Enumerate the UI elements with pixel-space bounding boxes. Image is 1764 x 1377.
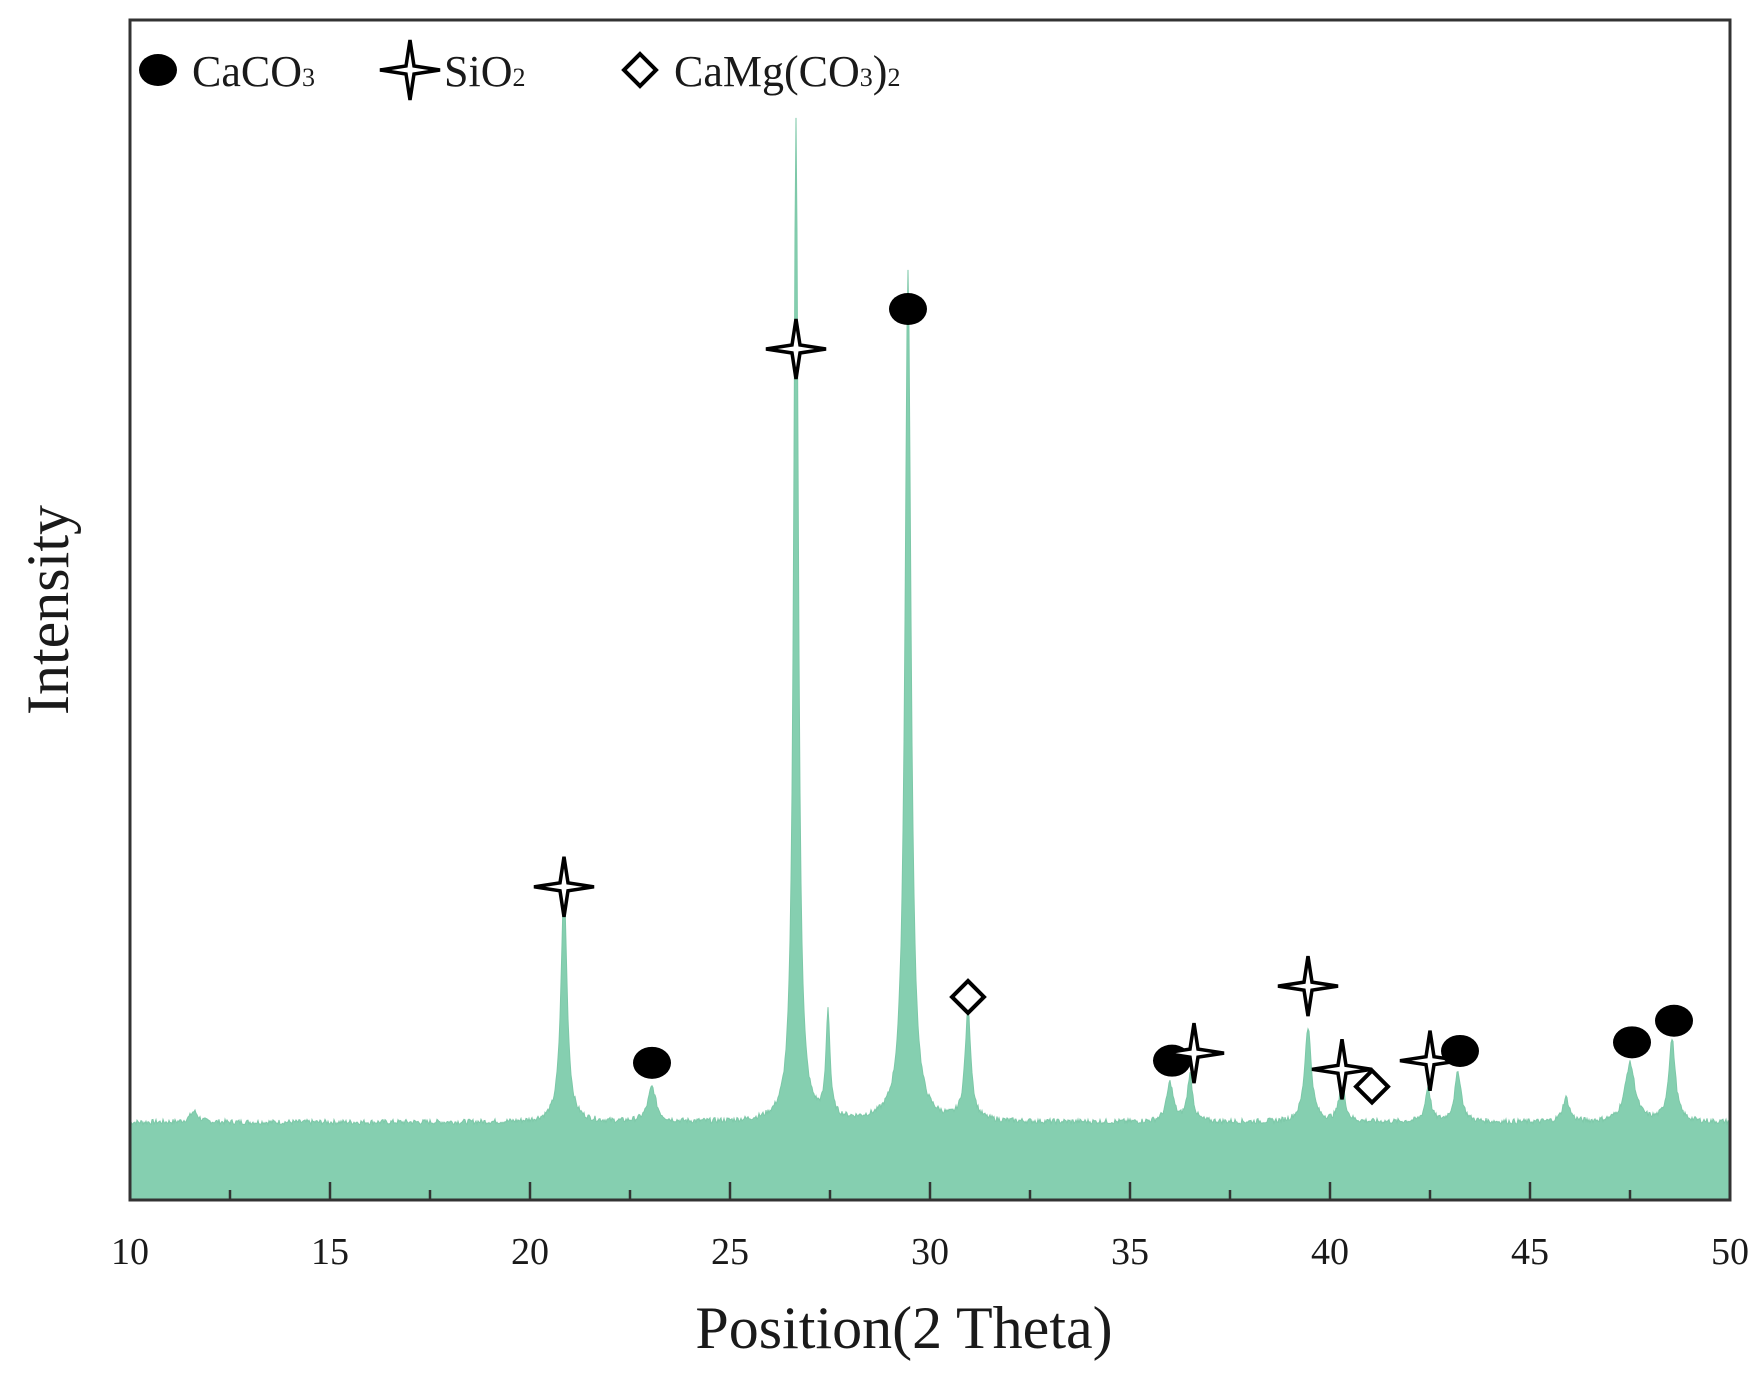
x-tick-label: 20: [511, 1231, 549, 1273]
legend-label: SiO2: [444, 47, 525, 96]
phase-annotation: [1441, 1034, 1479, 1067]
camgco3-marker: [1353, 1067, 1391, 1106]
sio2-marker: [1399, 1030, 1461, 1091]
x-tick-label: 45: [1511, 1231, 1549, 1273]
phase-annotation: [1613, 1026, 1651, 1059]
phase-annotation: [533, 856, 595, 918]
legend-item: CaMg(CO3)2: [621, 47, 900, 96]
phase-annotation: [1399, 1030, 1461, 1091]
sio2-marker: [1277, 955, 1339, 1017]
camgco3-marker: [949, 978, 987, 1016]
caco3-marker: [1441, 1034, 1479, 1067]
x-tick-label: 50: [1711, 1231, 1749, 1273]
phase-annotation: [889, 293, 927, 325]
x-tick-label: 10: [111, 1231, 149, 1273]
sio2-marker: [1163, 1022, 1225, 1084]
camgco3-marker: [621, 51, 659, 89]
x-axis-title: Position(2 Theta): [695, 1295, 1112, 1361]
x-tick-label: 35: [1111, 1231, 1149, 1273]
phase-annotation: [949, 978, 987, 1016]
caco3-marker: [633, 1046, 671, 1079]
phase-annotation: [1655, 1004, 1693, 1037]
phase-annotations: [533, 293, 1693, 1106]
legend: CaCO3 SiO2 CaMg(CO3)2: [139, 39, 900, 101]
legend-label: CaCO3: [192, 47, 315, 96]
phase-annotation: [1277, 955, 1339, 1017]
caco3-marker: [139, 54, 177, 86]
diffractogram-series: [129, 117, 1731, 1201]
caco3-marker: [1655, 1004, 1693, 1037]
legend-item: SiO2: [379, 39, 525, 101]
caco3-marker: [1613, 1026, 1651, 1059]
x-tick-label: 25: [711, 1231, 749, 1273]
phase-annotation: [1163, 1022, 1225, 1084]
sio2-marker: [765, 318, 827, 380]
x-tick-label: 40: [1311, 1231, 1349, 1273]
legend-label: CaMg(CO3)2: [674, 47, 900, 96]
y-axis-title: Intensity: [15, 505, 81, 715]
caco3-marker: [889, 293, 927, 325]
plot-frame: [128, 18, 1732, 1202]
x-tick-label: 15: [311, 1231, 349, 1273]
phase-annotation: [1311, 1039, 1373, 1100]
phase-annotation: [1353, 1067, 1391, 1106]
sio2-marker: [1311, 1039, 1373, 1100]
sio2-marker: [379, 39, 441, 101]
x-tick-label: 30: [911, 1231, 949, 1273]
legend-item: CaCO3: [139, 47, 315, 96]
phase-annotation: [765, 318, 827, 380]
plot-background: [130, 20, 1730, 1200]
diffractogram-area: [129, 117, 1731, 1201]
x-tick-labels: 10 15 20 25 30 35 40 45 50: [111, 1231, 1749, 1273]
phase-annotation: [633, 1046, 671, 1079]
sio2-marker: [533, 856, 595, 918]
